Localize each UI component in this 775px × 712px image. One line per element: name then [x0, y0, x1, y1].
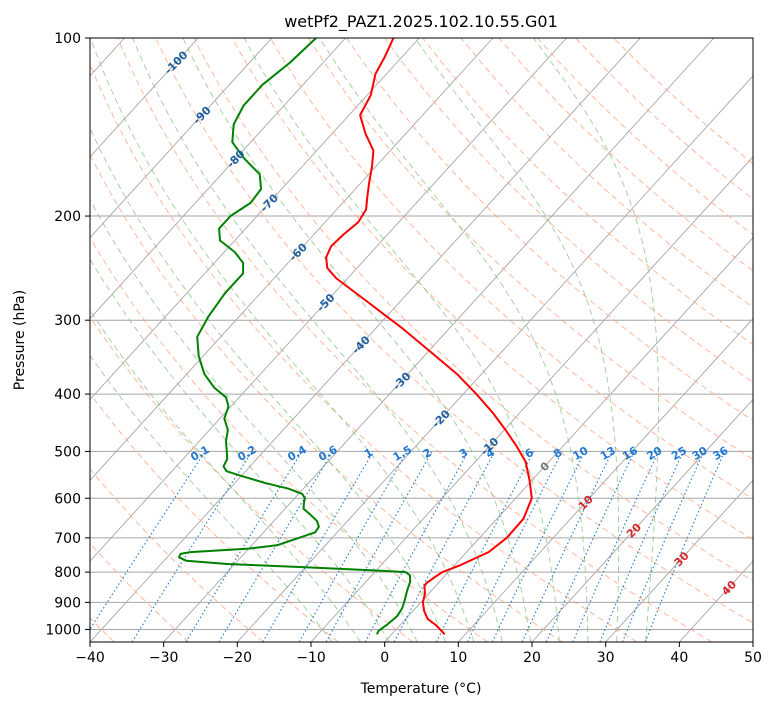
y-tick-label: 400	[54, 387, 81, 403]
y-tick-label: 900	[54, 595, 81, 611]
y-tick-label: 100	[54, 31, 81, 47]
y-axis-label: Pressure (hPa)	[12, 290, 28, 390]
x-tick-label: −20	[223, 650, 253, 666]
y-tick-label: 200	[54, 209, 81, 225]
y-tick-label: 500	[54, 444, 81, 460]
x-tick-label: −40	[75, 650, 105, 666]
x-tick-label: −30	[149, 650, 179, 666]
x-axis-label: Temperature (°C)	[360, 681, 482, 697]
x-tick-label: 40	[670, 650, 688, 666]
x-tick-label: 20	[523, 650, 541, 666]
x-tick-label: −10	[296, 650, 326, 666]
y-tick-label: 800	[54, 565, 81, 581]
chart-title: wetPf2_PAZ1.2025.102.10.55.G01	[284, 12, 558, 32]
x-tick-label: 30	[597, 650, 615, 666]
x-tick-label: 10	[449, 650, 467, 666]
y-tick-label: 1000	[45, 622, 81, 638]
y-tick-label: 700	[54, 531, 81, 547]
x-tick-label: 50	[744, 650, 762, 666]
y-tick-label: 300	[54, 313, 81, 329]
y-tick-label: 600	[54, 491, 81, 507]
x-tick-label: 0	[380, 650, 389, 666]
